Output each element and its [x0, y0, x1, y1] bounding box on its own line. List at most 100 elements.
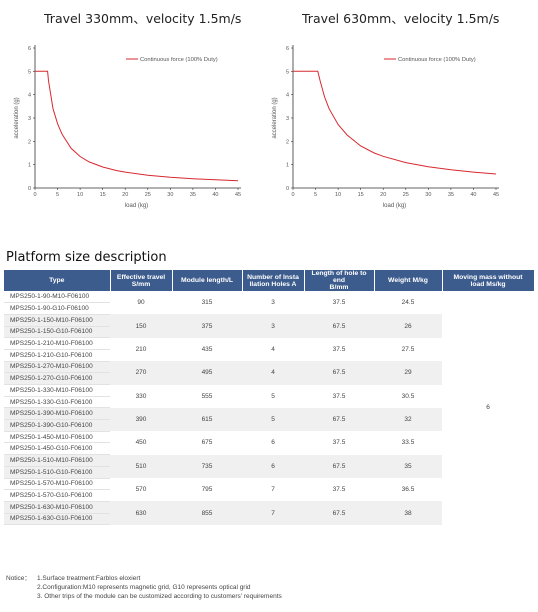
- table-row: MPS250-1-270-M10-F06100 270 495 4 67.5 29: [4, 361, 534, 385]
- table-row: MPS250-1-150-G10-F06100: [4, 326, 534, 339]
- length-cell: 795: [172, 478, 242, 502]
- x-tick-label: 20: [380, 192, 386, 198]
- hole-end-cell: 37.5: [304, 384, 374, 408]
- legend-label: Continuous force (100% Duty): [398, 57, 476, 63]
- hole-end-cell: 37.5: [304, 431, 374, 455]
- weight-cell: 33.5: [374, 431, 442, 455]
- x-tick-label: 15: [358, 192, 364, 198]
- type-cell: MPS250-1-270-M10-F06100: [4, 361, 110, 374]
- type-cell: MPS250-1-510-M10-F06100: [4, 454, 110, 467]
- x-axis-label: load (kg): [383, 203, 406, 209]
- x-tick-label: 15: [100, 192, 106, 198]
- type-cell: MPS250-1-450-G10-F06100: [4, 442, 110, 456]
- y-tick-label: 6: [28, 46, 31, 52]
- type-cell: MPS250-1-510-G10-F06100: [4, 466, 110, 479]
- weight-cell: 29: [374, 361, 442, 385]
- column-header: Effective travel S/mm: [110, 270, 173, 291]
- type-cell: MPS250-1-150-G10-F06100: [4, 326, 110, 339]
- type-cell: MPS250-1-390-M10-F06100: [4, 407, 110, 421]
- hole-end-cell: 37.5: [304, 337, 374, 362]
- x-tick-label: 25: [403, 192, 409, 198]
- x-tick-label: 10: [77, 192, 83, 198]
- table-row: MPS250-1-510-G10-F06100: [4, 466, 534, 479]
- type-cell: MPS250-1-630-M10-F06100: [4, 501, 110, 514]
- holes-cell: 6: [242, 454, 304, 478]
- travel-cell: 570: [110, 478, 172, 502]
- hole-end-cell: 67.5: [304, 361, 374, 385]
- table-row: MPS250-1-90-M10-F06100 90 315 3 37.5 24.5 6: [4, 291, 534, 525]
- notice-label: Notice：: [6, 575, 31, 582]
- y-tick-label: 3: [28, 116, 31, 122]
- x-tick-label: 20: [122, 192, 128, 198]
- platform-size-table: Type Effective travel S/mm Module length/L N…: [4, 270, 535, 526]
- travel-cell: 90: [110, 291, 172, 315]
- table-row: MPS250-1-150-M10-F06100 150 375 3 67.5 26: [4, 314, 534, 338]
- section-title: Platform size description: [6, 250, 167, 265]
- travel-cell: 390: [110, 407, 172, 432]
- notice-item-1: 1.Surface treatment:Farblos eloxiert: [37, 575, 141, 582]
- y-tick-label: 3: [286, 116, 289, 122]
- weight-cell: 24.5: [374, 291, 442, 315]
- notice-item-2: 2.Configuration:M10 represents magnetic …: [37, 584, 251, 591]
- type-cell: MPS250-1-630-G10-F06100: [4, 513, 110, 526]
- x-tick-label: 10: [335, 192, 341, 198]
- y-tick-label: 2: [28, 139, 31, 145]
- x-tick-label: 25: [145, 192, 151, 198]
- y-tick-label: 0: [28, 186, 31, 192]
- length-cell: 435: [172, 337, 242, 362]
- x-tick-label: 5: [56, 192, 59, 198]
- weight-cell: 36.5: [374, 478, 442, 502]
- y-axis-label: acceleration (g): [272, 97, 278, 138]
- travel-cell: 630: [110, 501, 172, 525]
- y-tick-label: 5: [286, 69, 289, 75]
- column-header: Module length/L: [172, 270, 243, 291]
- chart-title-right: Travel 630mm、velocity 1.5m/s: [302, 11, 500, 26]
- table-row: MPS250-1-630-M10-F06100 630 855 7 67.5 38: [4, 501, 534, 525]
- legend-label: Continuous force (100% Duty): [140, 57, 218, 63]
- length-cell: 735: [172, 454, 242, 478]
- weight-cell: 27.5: [374, 337, 442, 362]
- travel-cell: 450: [110, 431, 172, 455]
- y-tick-label: 1: [28, 163, 31, 169]
- travel-cell: 210: [110, 337, 172, 362]
- holes-cell: 4: [242, 361, 304, 385]
- holes-cell: 6: [242, 431, 304, 455]
- table-header-row: Type Effective travel S/mm Module length/L N…: [4, 270, 535, 291]
- holes-cell: 3: [242, 314, 304, 338]
- type-cell: MPS250-1-390-G10-F06100: [4, 419, 110, 432]
- hole-end-cell: 67.5: [304, 407, 374, 432]
- y-axis-label: acceleration (g): [14, 97, 20, 138]
- moving-mass-cell: 6: [442, 291, 534, 525]
- weight-cell: 38: [374, 501, 442, 525]
- column-header: Length of hole to end B/mm: [304, 270, 375, 291]
- holes-cell: 5: [242, 384, 304, 408]
- travel-cell: 510: [110, 454, 172, 478]
- length-cell: 675: [172, 431, 242, 455]
- length-cell: 495: [172, 361, 242, 385]
- table-row: MPS250-1-210-M10-F06100 210 435 4 37.5 27.5: [4, 337, 534, 362]
- y-tick-label: 5: [28, 69, 31, 75]
- travel-cell: 150: [110, 314, 172, 338]
- length-cell: 555: [172, 384, 242, 408]
- chart-title-left: Travel 330mm、velocity 1.5m/s: [44, 11, 242, 26]
- type-cell: MPS250-1-270-G10-F06100: [4, 372, 110, 385]
- weight-cell: 26: [374, 314, 442, 338]
- table-row: MPS250-1-570-G10-F06100: [4, 489, 534, 502]
- column-header: Moving mass without load Ms/kg: [442, 270, 535, 291]
- holes-cell: 5: [242, 407, 304, 432]
- x-tick-label: 45: [235, 192, 241, 198]
- x-tick-label: 40: [470, 192, 476, 198]
- type-cell: MPS250-1-90-G10-F06100: [4, 302, 110, 315]
- weight-cell: 30.5: [374, 384, 442, 408]
- notice-item-3: 3. Other trips of the module can be cust…: [37, 593, 282, 600]
- series-line: [35, 70, 239, 182]
- type-cell: MPS250-1-330-M10-F06100: [4, 384, 110, 397]
- type-cell: MPS250-1-570-G10-F06100: [4, 489, 110, 502]
- x-tick-label: 40: [212, 192, 218, 198]
- series-line: [293, 70, 497, 175]
- length-cell: 855: [172, 501, 242, 525]
- x-tick-label: 0: [33, 192, 36, 198]
- type-cell: MPS250-1-150-M10-F06100: [4, 314, 110, 327]
- table-row: MPS250-1-390-G10-F06100: [4, 419, 534, 432]
- holes-cell: 3: [242, 291, 304, 315]
